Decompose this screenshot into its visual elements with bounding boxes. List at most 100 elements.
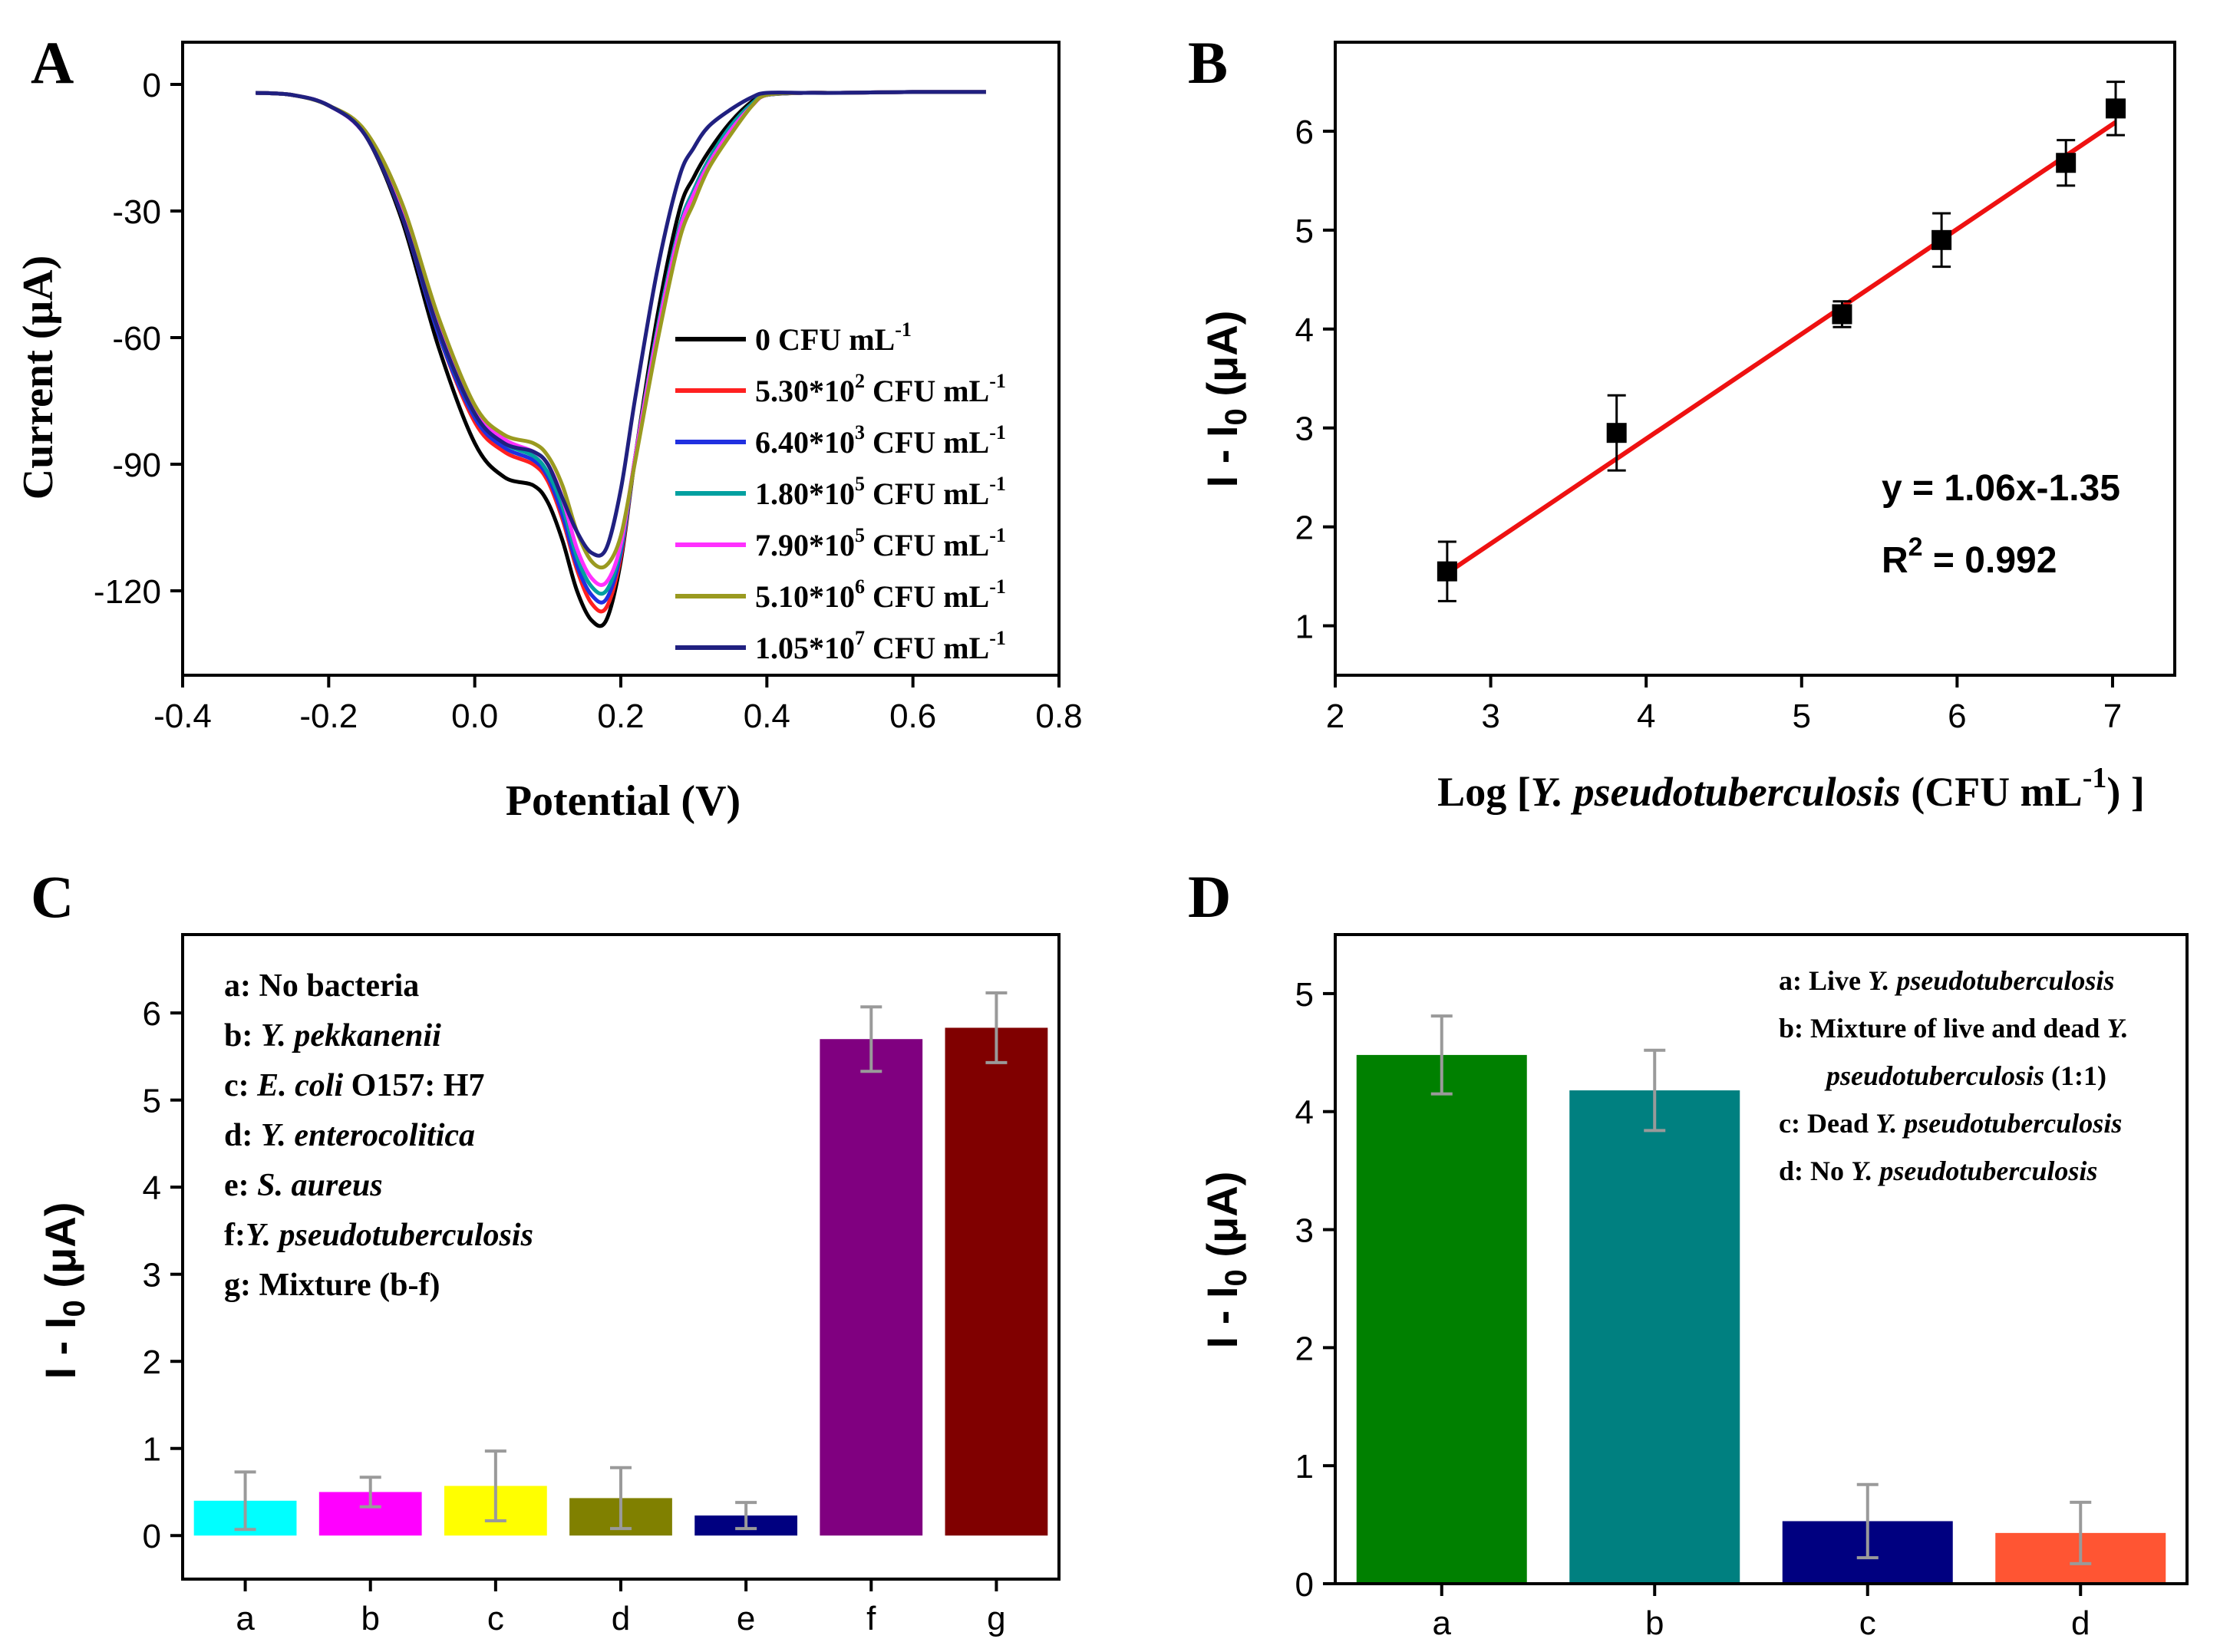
legend-label-sup: -1 [989,524,1006,546]
legend-item-d-0: a: Live Y. pseudotuberculosis [1779,965,2114,996]
legend-label-main: 1.05*10 [755,631,855,665]
panel-c-x-tick-label: c [487,1600,504,1637]
legend-label-exp: 5 [855,524,865,546]
legend-key: g: [224,1268,259,1303]
legend-label-main: 7.90*10 [755,528,855,562]
legend-label-exp: 5 [855,473,865,495]
legend-key: c: [224,1068,257,1103]
panel-c-y-tick-label: 5 [143,1083,161,1120]
panel-d-letter: D [1188,863,1231,930]
panel-c-y-tick-label: 6 [143,995,161,1033]
panel-d-y-tick-label: 4 [1295,1094,1314,1132]
legend-label-5: 5.10*106 CFU mL-1 [755,575,1006,614]
panel-a-x-tick-label: 0.8 [1035,697,1082,735]
panel-a-y-tick-label: -60 [112,320,161,358]
legend-key: f: [224,1218,246,1253]
legend-item-c-0: a: No bacteria [224,968,419,1004]
panel-b-y-tick-label: 4 [1295,312,1314,349]
legend-text: Y. pekkanenii [261,1018,441,1054]
panel-d: D I - I0 (μA) a b c d 0 1 2 3 4 5 a: Live Y. pseu… [1188,863,2189,1642]
legend-text: No bacteria [259,968,420,1004]
legend-label-sup: -1 [989,627,1006,649]
legend-text: Y. [2106,1013,2128,1044]
legend-key: d: [224,1118,261,1153]
legend-key: b: [224,1018,261,1054]
panel-c-y-axis-label: I - I0 (μA) [36,1202,91,1380]
panel-a-y-tick-label: -120 [94,573,161,611]
panel-b-x-tick-label: 4 [1637,697,1655,735]
panel-a-x-tick-label: -0.4 [153,697,212,735]
panel-b-y-tick-label: 3 [1295,411,1314,448]
series-line-6 [256,90,986,558]
panel-a-y-tick-label: -30 [112,193,161,231]
legend-label-sup: -1 [989,421,1006,444]
legend-text: E. coli [256,1068,343,1103]
legend-label-4: 7.90*105 CFU mL-1 [755,524,1006,562]
panel-c-letter: C [31,863,74,930]
data-point-0 [1437,561,1457,582]
legend-key: d: [1779,1156,1810,1186]
panel-d-y-tick-label: 3 [1295,1212,1314,1250]
panel-a-x-axis-label: Potential (V) [506,777,741,825]
legend-label-tail: CFU mL [865,528,989,562]
legend-item-c-4: e: S. aureus [224,1168,383,1203]
legend-label-sup: -1 [989,575,1006,598]
panel-a-x-tick-label: 0.6 [889,697,936,735]
panel-b-y-axis-label: I - I0 (μA) [1198,311,1253,488]
panel-b-axes-frame [1334,41,2176,677]
panel-b-x-tick-label: 3 [1481,697,1499,735]
panel-b-y-tick-label: 2 [1295,509,1314,547]
panel-d-legend: a: Live Y. pseudotuberculosis b: Mixture … [1779,965,2129,1186]
panel-a-y-tick-label: 0 [143,67,161,104]
legend-label-3: 1.80*105 CFU mL-1 [755,473,1006,511]
panel-d-y-tick-label: 2 [1295,1330,1314,1367]
legend-text: Y. enterocolitica [261,1118,475,1153]
legend-text: Y. pseudotuberculosis [1875,1108,2122,1139]
legend-label-main: 6.40*10 [755,425,855,460]
r-squared: R2 = 0.992 [1882,533,2057,581]
legend-label-0: 0 CFU mL-1 [755,318,912,357]
panel-c-x-tick-label: e [737,1600,755,1637]
legend-text: Y. pseudotuberculosis [246,1218,533,1253]
legend-label-exp: 6 [855,575,865,598]
legend-key: c: [1779,1108,1807,1139]
legend-label-sup: -1 [989,370,1006,392]
legend-text: Dead [1807,1108,1875,1139]
panel-b-x-axis-label: Log [Y. pseudotuberculosis (CFU mL-1) ] [1437,762,2145,815]
legend-label-6: 1.05*107 CFU mL-1 [755,627,1006,665]
panel-b-y-tick-label: 5 [1295,213,1314,250]
legend-item-c-1: b: Y. pekkanenii [224,1018,441,1054]
panel-d-y-tick-label: 5 [1295,976,1314,1014]
legend-text: Y. pseudotuberculosis [1868,965,2114,996]
panel-d-bar-a [1356,1054,1527,1584]
legend-item-c-2: c: E. coli O157: H7 [224,1068,484,1103]
legend-label-main: 5.30*10 [755,374,855,408]
panel-b-x-tick-label: 6 [1948,697,1966,735]
legend-key: b: [1779,1013,1810,1044]
legend-key: e: [224,1168,257,1203]
panel-c-bar-g [945,1027,1048,1536]
panel-a-x-tick-label: 0.0 [451,697,498,735]
data-point-3 [1931,229,1952,250]
legend-text: S. aureus [257,1168,382,1203]
legend-label-exp: 7 [855,627,865,649]
panel-a-y-tick-label: -90 [112,447,161,484]
panel-c-y-tick-label: 2 [143,1344,161,1381]
legend-text: pseudotuberculosis [1824,1060,2044,1091]
panel-d-x-tick-label: b [1645,1604,1664,1642]
legend-label-tail: CFU mL [865,476,989,511]
panel-c-bar-f [820,1039,923,1536]
legend-text: Mixture (b-f) [259,1268,440,1303]
legend-label-exp: 2 [855,370,865,392]
legend-label-main: 0 CFU mL [755,322,895,357]
panel-d-y-tick-label: 0 [1295,1566,1314,1604]
legend-item-d-2: pseudotuberculosis (1:1) [1824,1060,2106,1091]
legend-item-c-5: f:Y. pseudotuberculosis [224,1218,533,1253]
panel-c-x-tick-label: g [987,1600,1005,1637]
panel-d-x-tick-label: d [2071,1604,2090,1642]
legend-text: O157: H7 [343,1068,484,1103]
panel-c-x-tick-label: b [361,1600,379,1637]
legend-text: Live [1809,965,1868,996]
panel-c-y-tick-label: 0 [143,1518,161,1555]
panel-d-x-tick-label: c [1859,1604,1876,1642]
